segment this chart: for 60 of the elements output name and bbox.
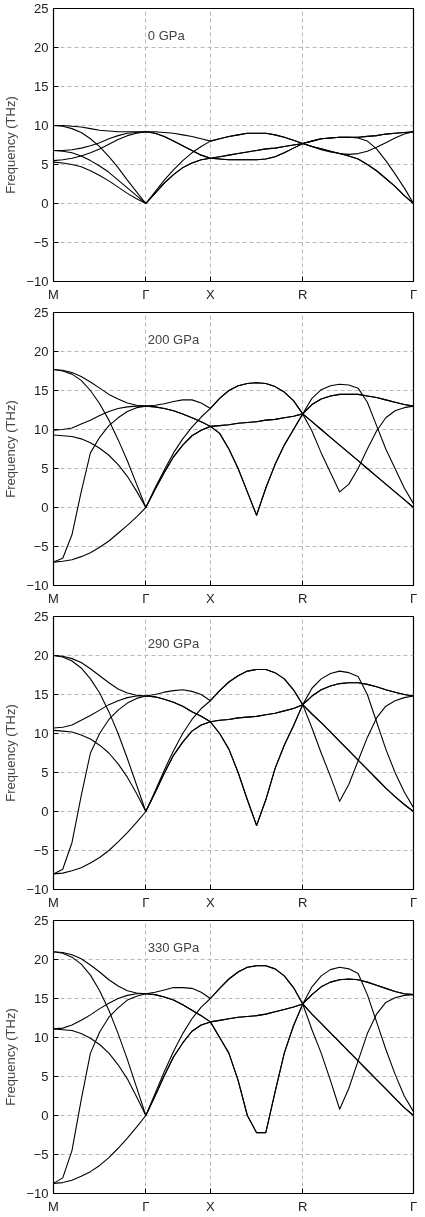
x-tick-label: R bbox=[298, 286, 308, 302]
y-tick-label: 15 bbox=[34, 991, 49, 1006]
y-tick-label: 0 bbox=[41, 1108, 49, 1123]
x-tick-label: Γ bbox=[409, 286, 418, 302]
y-axis-title: Frequency (THz) bbox=[3, 96, 19, 194]
y-tick-label: 20 bbox=[34, 344, 49, 359]
x-tick-label: R bbox=[298, 1198, 308, 1214]
y-axis-title: Frequency (THz) bbox=[3, 704, 19, 802]
annotation: 0 GPa bbox=[147, 27, 186, 43]
y-tick-label: 5 bbox=[41, 157, 49, 172]
y-tick-label: −5 bbox=[33, 1147, 49, 1162]
y-tick-label: −5 bbox=[33, 539, 49, 554]
y-tick-label: 0 bbox=[41, 804, 49, 819]
x-tick-label: X bbox=[206, 286, 216, 302]
y-tick-label: 10 bbox=[34, 422, 49, 437]
y-tick-label: 20 bbox=[34, 648, 49, 663]
y-tick-label: 20 bbox=[34, 40, 49, 55]
y-tick-label: −10 bbox=[26, 1186, 49, 1201]
y-tick-label: 25 bbox=[34, 609, 49, 624]
x-tick-label: Γ bbox=[142, 286, 150, 302]
y-tick-label: 25 bbox=[34, 913, 49, 928]
x-tick-label: X bbox=[206, 894, 216, 910]
y-tick-label: −10 bbox=[26, 882, 49, 897]
y-tick-label: −5 bbox=[33, 235, 49, 250]
y-tick-label: 10 bbox=[34, 726, 49, 741]
x-tick-label: Γ bbox=[409, 1198, 418, 1214]
x-tick-label: Γ bbox=[409, 590, 418, 606]
x-tick-label: M bbox=[48, 590, 59, 606]
y-tick-label: 0 bbox=[41, 196, 49, 211]
annotation: 290 GPa bbox=[147, 635, 200, 651]
y-tick-label: 5 bbox=[41, 1069, 49, 1084]
x-tick-label: Γ bbox=[142, 590, 150, 606]
y-tick-label: 25 bbox=[34, 1, 49, 16]
y-tick-label: −5 bbox=[33, 843, 49, 858]
x-tick-label: Γ bbox=[142, 894, 150, 910]
y-tick-label: 10 bbox=[34, 118, 49, 133]
annotation: 200 GPa bbox=[147, 331, 200, 347]
x-tick-label: M bbox=[48, 894, 59, 910]
y-tick-label: 15 bbox=[34, 383, 49, 398]
y-tick-label: −10 bbox=[26, 274, 49, 289]
y-tick-label: −10 bbox=[26, 578, 49, 593]
y-tick-label: 10 bbox=[34, 1030, 49, 1045]
x-tick-label: M bbox=[48, 1198, 59, 1214]
y-axis-title: Frequency (THz) bbox=[3, 1008, 19, 1106]
y-tick-label: 0 bbox=[41, 500, 49, 515]
x-tick-label: Γ bbox=[409, 894, 418, 910]
y-tick-label: 15 bbox=[34, 687, 49, 702]
x-tick-label: R bbox=[298, 894, 308, 910]
x-tick-label: X bbox=[206, 1198, 216, 1214]
y-tick-label: 15 bbox=[34, 79, 49, 94]
annotation: 330 GPa bbox=[147, 939, 200, 955]
y-tick-label: 25 bbox=[34, 305, 49, 320]
x-tick-label: X bbox=[206, 590, 216, 606]
y-tick-label: 5 bbox=[41, 461, 49, 476]
x-tick-label: M bbox=[48, 286, 59, 302]
x-tick-label: Γ bbox=[142, 1198, 150, 1214]
y-tick-label: 5 bbox=[41, 765, 49, 780]
y-axis-title: Frequency (THz) bbox=[3, 400, 19, 498]
y-tick-label: 20 bbox=[34, 952, 49, 967]
x-tick-label: R bbox=[298, 590, 308, 606]
